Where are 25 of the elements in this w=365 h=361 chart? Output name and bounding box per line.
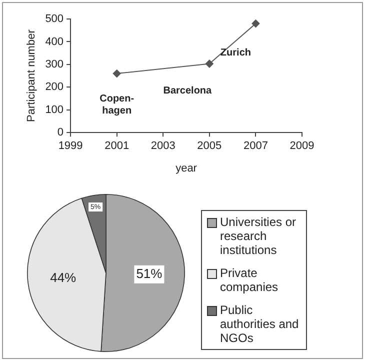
x-axis-title: year: [176, 162, 198, 174]
y-tick-label: 400: [45, 36, 64, 48]
legend-label: Private companies: [220, 266, 280, 294]
y-tick-label: 100: [45, 104, 64, 116]
x-tick-label: 1999: [58, 140, 83, 152]
point: [205, 60, 214, 68]
annotation: Copen- hagen: [100, 93, 134, 116]
data-label: 44%: [50, 270, 77, 285]
y-tick-label: 200: [45, 81, 64, 94]
x-tick-label: 2001: [104, 140, 130, 152]
data-label: 51%: [136, 266, 163, 281]
x-tick-label: 2003: [150, 140, 176, 152]
x-tick-label: 2009: [290, 140, 314, 152]
y-tick-label: 500: [45, 13, 64, 26]
annotation: Barcelona: [163, 86, 212, 97]
x-tick-label: 2007: [243, 140, 268, 152]
y-axis-title: Participant number: [26, 29, 38, 122]
legend-label: Public authorities and NGOs: [220, 303, 300, 345]
point: [252, 20, 260, 28]
y-tick-label: 0: [57, 126, 64, 139]
point: [112, 70, 121, 78]
y-tick-label: 300: [45, 58, 64, 70]
annotation: Zurich: [220, 47, 251, 58]
legend-label: Universities or research institutions: [220, 215, 298, 257]
x-tick-label: 2005: [197, 140, 222, 152]
